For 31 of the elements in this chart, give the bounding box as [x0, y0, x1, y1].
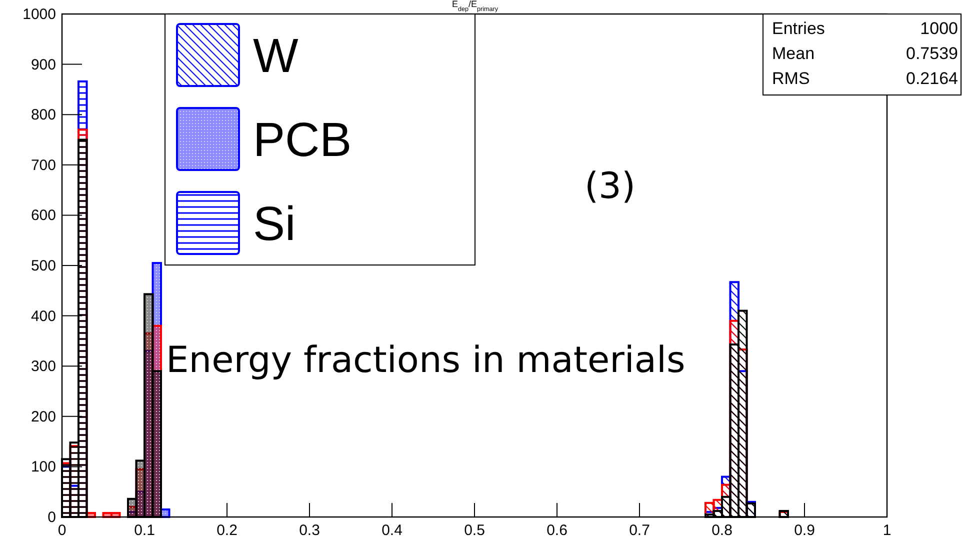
chart-title: E$_{dep}$/E$_{primary}$ [452, 0, 499, 12]
y-tick-label: 400 [30, 308, 56, 325]
y-tick-label: 1000 [22, 6, 56, 23]
text: Entries 1000 [772, 19, 958, 38]
x-tick-label: 0.6 [546, 522, 568, 539]
y-tick-label: 800 [30, 106, 56, 124]
x-tick-label: 0.9 [794, 522, 815, 539]
x-tick-label: 0 [58, 522, 66, 539]
annotation: (3) [584, 166, 636, 207]
y-tick-label: 200 [30, 408, 56, 426]
x-tick-label: 0.2 [216, 522, 238, 539]
y-tick-label: 0 [48, 509, 56, 526]
y-tick-label: 600 [30, 207, 56, 224]
text: Mean 0.7539 [772, 44, 958, 63]
y-tick-label: 900 [30, 56, 56, 74]
text: RMS 0.2164 [772, 69, 958, 88]
y-tick-label: 700 [30, 156, 56, 174]
legend-label: PCB [253, 114, 352, 167]
legend-label: W [253, 30, 299, 83]
y-tick-label: 500 [30, 258, 56, 274]
x-tick-label: 0.4 [382, 522, 402, 539]
x-tick-label: 0.1 [134, 522, 155, 539]
y-tick-label: 300 [30, 358, 56, 376]
annotation: Energy fractions in materials [166, 340, 686, 381]
x-tick-label: 1 [882, 522, 892, 539]
y-tick-label: 100 [30, 458, 56, 476]
x-tick-label: 0.7 [629, 522, 650, 539]
x-tick-label: 0.3 [299, 522, 320, 539]
legend-label: Si [253, 198, 296, 251]
x-tick-label: 0.8 [712, 522, 732, 539]
x-tick-label: 0.5 [464, 522, 485, 539]
